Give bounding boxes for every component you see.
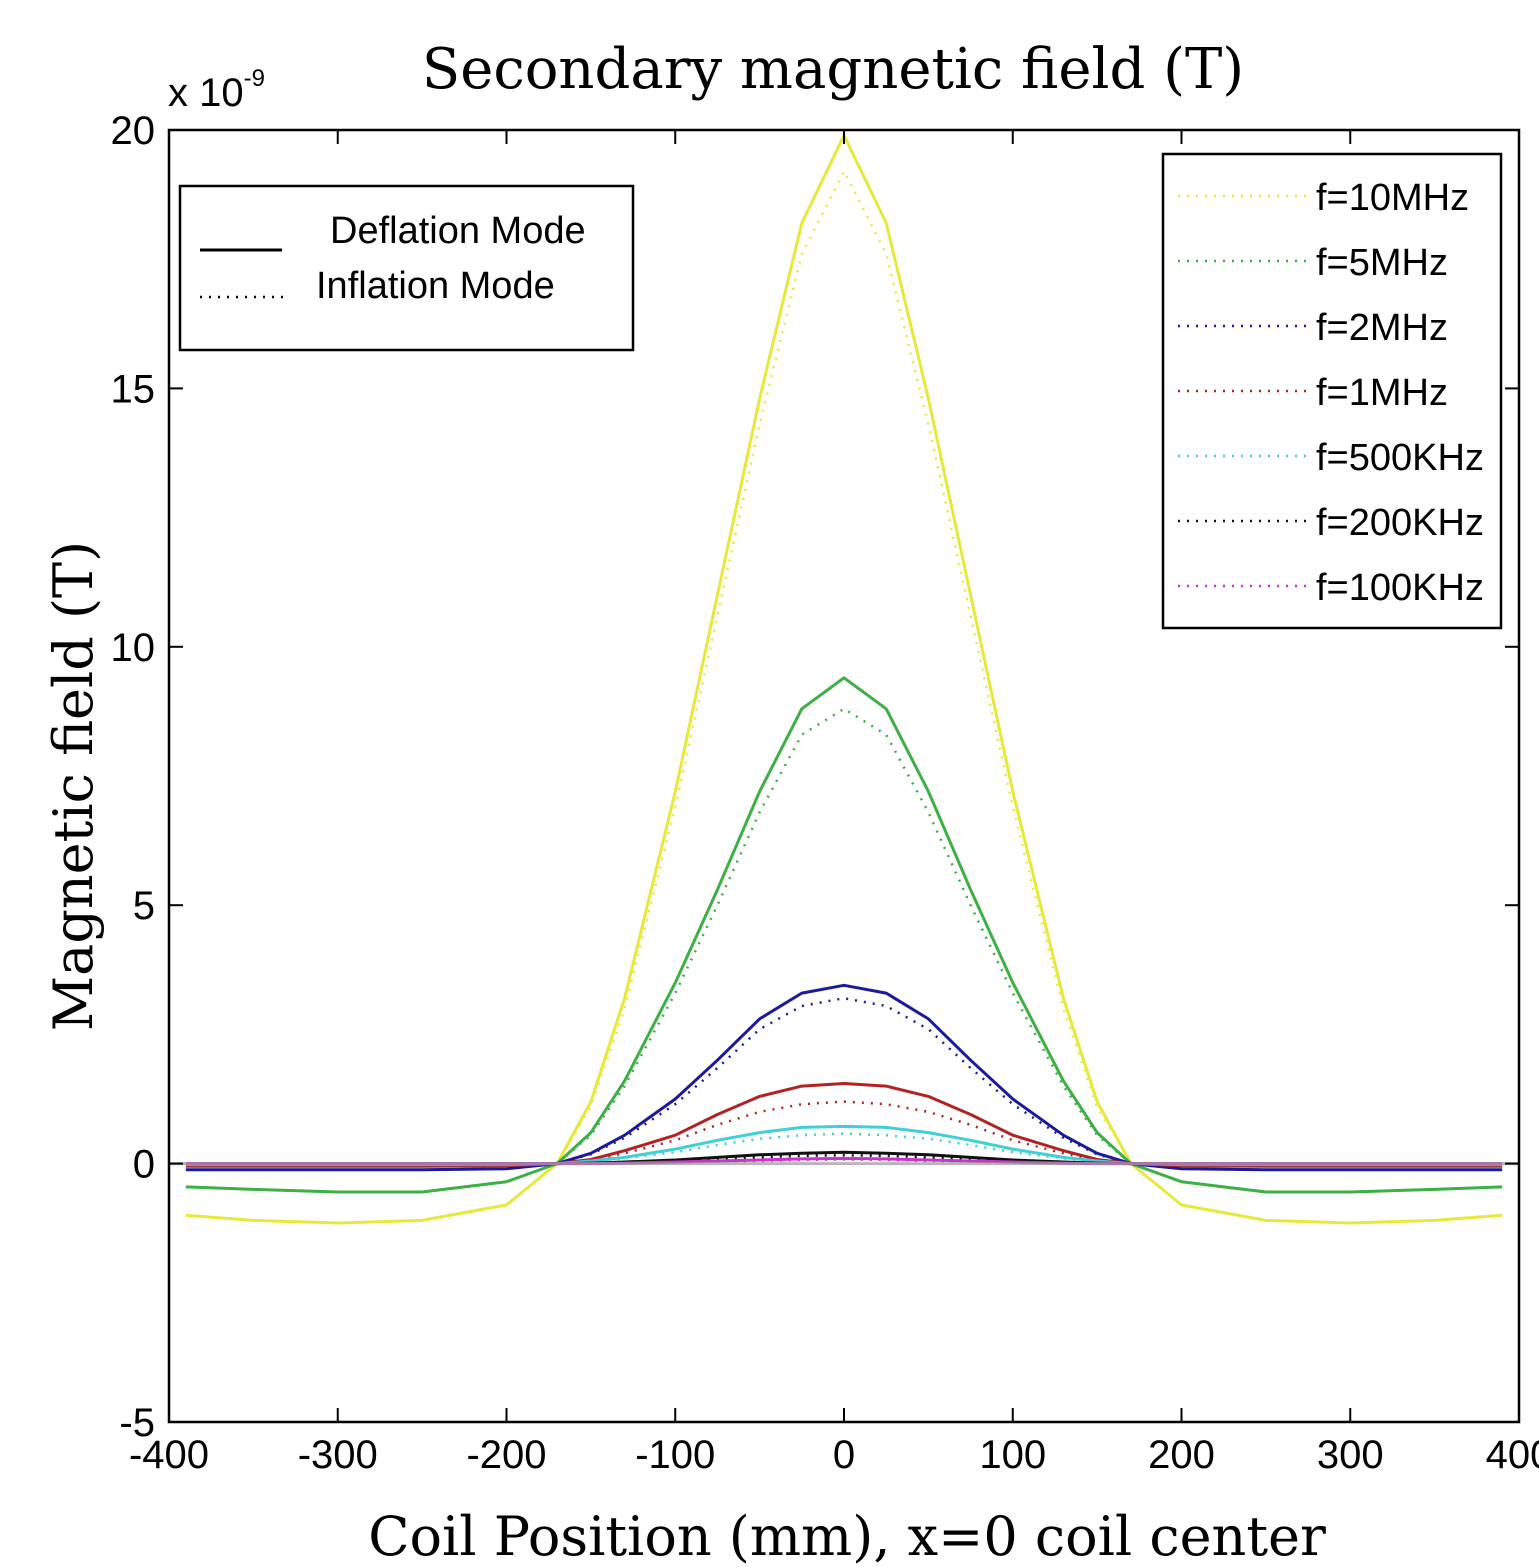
y-tick-label: 0 <box>133 1143 155 1187</box>
x-tick-label: -200 <box>466 1433 546 1477</box>
series-line-f1mhz-inflation <box>185 1100 1503 1168</box>
freq-legend-label: f=200KHz <box>1316 502 1484 544</box>
x-tick-label: -100 <box>635 1433 715 1477</box>
series-line-f2mhz-deflation <box>185 983 1503 1172</box>
y-tick-label: 20 <box>111 109 156 153</box>
y-tick-label: 10 <box>111 626 156 670</box>
freq-legend-label: f=5MHz <box>1316 242 1448 284</box>
x-axis-label: Coil Position (mm), x=0 coil center <box>368 1505 1326 1567</box>
x-tick-label: -300 <box>298 1433 378 1477</box>
series-line-f100khz-inflation <box>185 1158 1503 1165</box>
x-tick-label: 400 <box>1486 1433 1539 1477</box>
x-tick-label: 300 <box>1317 1433 1384 1477</box>
freq-legend-label: f=500KHz <box>1316 437 1484 479</box>
tick-layer: -400 -300 -200 -100 0 100 200 300 400 -5 0 5 10 15 20 <box>111 109 1539 1477</box>
chart-title: Secondary magnetic field (T) <box>422 37 1244 102</box>
x-tick-label: 100 <box>979 1433 1046 1477</box>
y-axis-label: Magnetic field (T) <box>42 541 105 1031</box>
y-tick-label: 15 <box>111 367 156 411</box>
y-multiplier: x 10-9 <box>168 65 265 115</box>
freq-legend: f=10MHz f=5MHz f=2MHz f=1MHz f=500KHz f=200KH… <box>1161 152 1503 630</box>
freq-legend-label: f=100KHz <box>1316 567 1484 609</box>
x-tick-label: 200 <box>1148 1433 1215 1477</box>
mode-legend-box <box>178 184 635 352</box>
freq-legend-label: f=10MHz <box>1316 177 1469 219</box>
y-tick-label: 5 <box>133 884 155 928</box>
mode-legend-label-inflation: Inflation Mode <box>316 265 555 307</box>
y-tick-label: -5 <box>119 1401 155 1445</box>
series-line-f200khz-inflation <box>185 1154 1503 1165</box>
mode-legend-label-deflation: Deflation Mode <box>330 210 586 252</box>
freq-legend-label: f=1MHz <box>1316 372 1448 414</box>
x-tick-label: 0 <box>833 1433 855 1477</box>
x-tick-label: -400 <box>129 1433 209 1477</box>
series-line-f5mhz-inflation <box>185 707 1503 1194</box>
freq-legend-label: f=2MHz <box>1316 307 1448 349</box>
mode-legend: Deflation Mode Inflation Mode <box>178 184 635 352</box>
freq-legend-box <box>1161 152 1503 630</box>
